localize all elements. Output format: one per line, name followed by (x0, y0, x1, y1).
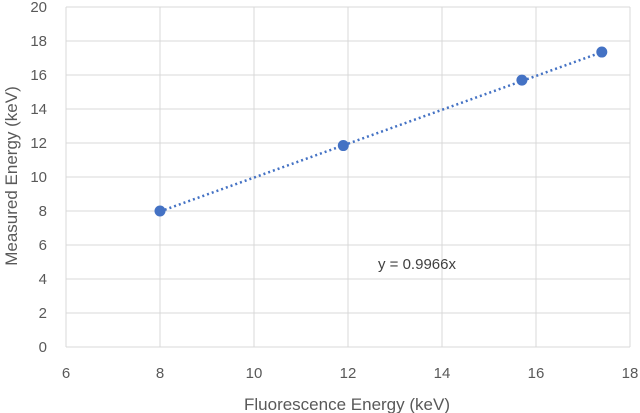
y-tick-label-8: 8 (39, 203, 47, 220)
data-point-4 (596, 46, 608, 58)
x-tick-label-10: 10 (246, 365, 263, 382)
data-point-1 (154, 205, 166, 217)
x-tick-label-12: 12 (340, 365, 357, 382)
y-tick-label-10: 10 (30, 169, 47, 186)
y-tick-label-6: 6 (39, 237, 47, 254)
y-tick-label-20: 20 (30, 0, 47, 16)
x-tick-label-6: 6 (62, 365, 70, 382)
data-point-2 (337, 140, 349, 152)
gridlines (65, 6, 631, 348)
y-tick-label-14: 14 (30, 101, 47, 118)
y-tick-label-2: 2 (39, 305, 47, 322)
y-axis-title: Measured Energy (keV) (2, 86, 21, 266)
x-axis-tick-labels: 6 8 10 12 14 16 18 (62, 365, 639, 382)
trendline-layer (159, 51, 603, 213)
y-tick-label-0: 0 (39, 339, 47, 356)
trendline-equation: y = 0.9966x (378, 256, 456, 273)
x-tick-label-16: 16 (528, 365, 545, 382)
trendline (159, 51, 603, 213)
y-tick-label-16: 16 (30, 67, 47, 84)
y-axis-tick-labels: 0 2 4 6 8 10 12 14 16 18 20 (30, 0, 47, 356)
x-tick-label-14: 14 (434, 365, 451, 382)
data-point-3 (516, 74, 528, 86)
x-tick-label-8: 8 (156, 365, 164, 382)
y-tick-label-12: 12 (30, 135, 47, 152)
y-tick-label-18: 18 (30, 33, 47, 50)
x-tick-label-18: 18 (622, 365, 639, 382)
x-axis-title: Fluorescence Energy (keV) (244, 395, 450, 413)
y-tick-label-4: 4 (39, 271, 47, 288)
data-points (154, 46, 608, 217)
